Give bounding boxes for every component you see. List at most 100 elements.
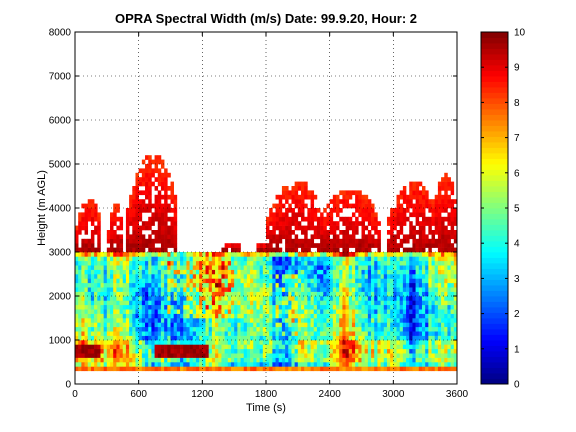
heatmap-cell (453, 300, 458, 306)
heatmap-cell (87, 296, 92, 301)
heatmap-cell (148, 252, 152, 257)
heatmap-cell (332, 230, 337, 235)
heatmap-cell (154, 186, 159, 191)
heatmap-cell (323, 234, 327, 240)
heatmap-cell (129, 304, 133, 310)
heatmap-cell (313, 291, 318, 297)
heatmap-cell (230, 291, 235, 297)
heatmap-cell (291, 247, 295, 253)
heatmap-cell (157, 309, 162, 314)
heatmap-cell (304, 340, 308, 345)
heatmap-cell (402, 335, 407, 341)
heatmap-cell (138, 238, 143, 244)
heatmap-cell (310, 216, 315, 222)
heatmap-cell (246, 362, 251, 367)
heatmap-cell (390, 238, 394, 244)
heatmap-cell (329, 344, 334, 350)
heatmap-cell (278, 357, 283, 363)
heatmap-cell (138, 313, 143, 319)
heatmap-cell (371, 340, 375, 345)
heatmap-cell (145, 155, 149, 160)
heatmap-cell (186, 335, 190, 341)
heatmap-cell (425, 238, 429, 244)
heatmap-cell (141, 326, 146, 332)
heatmap-cell (386, 221, 391, 226)
heatmap-cell (90, 300, 95, 306)
heatmap-cell (234, 287, 238, 292)
heatmap-cell (288, 208, 292, 213)
heatmap-cell (336, 353, 340, 358)
heatmap-cell (132, 216, 136, 222)
heatmap-cell (110, 291, 114, 297)
heatmap-cell (297, 269, 302, 275)
heatmap-cell (425, 194, 429, 200)
heatmap-cell (106, 278, 111, 284)
heatmap-cell (297, 318, 302, 323)
heatmap-cell (307, 225, 311, 231)
heatmap-cell (195, 274, 200, 279)
heatmap-cell (390, 340, 394, 345)
heatmap-cell (119, 265, 124, 270)
heatmap-cell (326, 331, 330, 336)
heatmap-cell (390, 269, 394, 275)
heatmap-cell (205, 344, 209, 350)
heatmap-cell (240, 313, 245, 319)
heatmap-cell (173, 331, 178, 336)
heatmap-cell (351, 340, 356, 345)
heatmap-cell (437, 186, 442, 191)
heatmap-cell (316, 234, 321, 240)
heatmap-cell (355, 309, 359, 314)
heatmap-cell (215, 348, 219, 354)
heatmap-cell (195, 260, 200, 266)
heatmap-cell (415, 212, 420, 218)
heatmap-cell (116, 260, 120, 266)
heatmap-cell (278, 366, 283, 372)
heatmap-cell (361, 331, 365, 336)
heatmap-cell (218, 291, 222, 297)
heatmap-cell (227, 274, 232, 279)
heatmap-cell (221, 287, 225, 292)
heatmap-cell (250, 340, 254, 345)
heatmap-cell (297, 344, 302, 350)
heatmap-cell (351, 269, 356, 275)
heatmap-cell (116, 300, 120, 306)
heatmap-cell (173, 203, 178, 209)
heatmap-cell (97, 238, 101, 244)
heatmap-cell (316, 282, 321, 288)
heatmap-cell (160, 212, 165, 218)
heatmap-cell (281, 230, 286, 235)
heatmap-cell (113, 230, 117, 235)
heatmap-cell (87, 353, 92, 358)
heatmap-cell (409, 274, 413, 279)
heatmap-cell (418, 322, 423, 328)
heatmap-cell (122, 366, 127, 372)
heatmap-cell (266, 260, 270, 266)
heatmap-cell (141, 190, 146, 196)
heatmap-cell (377, 260, 381, 266)
heatmap-cell (269, 344, 273, 350)
heatmap-cell (106, 344, 111, 350)
heatmap-cell (278, 278, 283, 284)
heatmap-cell (256, 313, 260, 319)
heatmap-cell (266, 287, 270, 292)
heatmap-cell (269, 230, 273, 235)
heatmap-cell (246, 296, 251, 301)
heatmap-cell (154, 159, 159, 165)
colorbar-segment (481, 378, 508, 385)
heatmap-cell (361, 274, 365, 279)
heatmap-cell (116, 243, 120, 248)
heatmap-cell (151, 291, 155, 297)
colorbar-segment (481, 329, 508, 335)
heatmap-cell (447, 221, 451, 226)
heatmap-cell (447, 300, 451, 306)
heatmap-cell (406, 252, 410, 257)
heatmap-cell (434, 221, 439, 226)
heatmap-cell (100, 313, 104, 319)
heatmap-cell (116, 291, 120, 297)
heatmap-cell (148, 296, 152, 301)
heatmap-cell (164, 348, 168, 354)
heatmap-cell (307, 287, 311, 292)
heatmap-cell (415, 287, 420, 292)
heatmap-cell (151, 181, 155, 187)
